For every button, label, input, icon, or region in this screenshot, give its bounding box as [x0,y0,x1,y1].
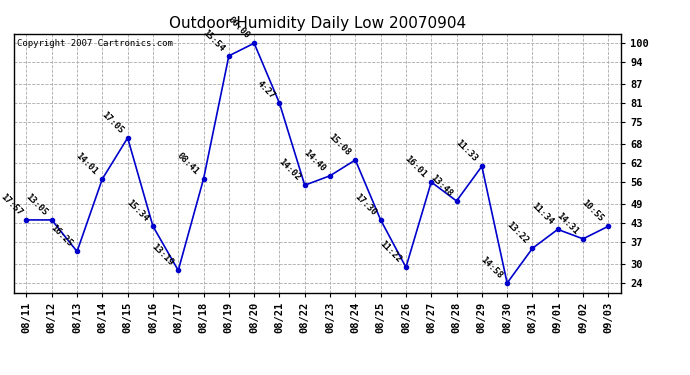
Text: 10:55: 10:55 [580,198,606,223]
Text: 11:33: 11:33 [454,138,479,164]
Text: 14:58: 14:58 [479,255,504,280]
Text: 00:00: 00:00 [226,15,251,40]
Text: 15:54: 15:54 [201,28,226,53]
Text: 17:30: 17:30 [353,192,378,217]
Text: 13:19: 13:19 [150,242,175,268]
Text: Copyright 2007 Cartronics.com: Copyright 2007 Cartronics.com [17,39,172,48]
Text: 16:01: 16:01 [403,154,428,179]
Text: 11:22: 11:22 [378,239,403,264]
Text: 15:08: 15:08 [327,132,353,157]
Text: 13:05: 13:05 [23,192,49,217]
Text: 14:02: 14:02 [277,157,302,182]
Text: 11:34: 11:34 [530,201,555,226]
Text: 13:48: 13:48 [428,173,454,198]
Text: 14:01: 14:01 [75,151,99,176]
Text: 13:22: 13:22 [504,220,530,246]
Text: 4:27: 4:27 [255,79,277,101]
Title: Outdoor Humidity Daily Low 20070904: Outdoor Humidity Daily Low 20070904 [169,16,466,31]
Text: 08:41: 08:41 [175,151,201,176]
Text: 16:25: 16:25 [49,224,75,249]
Text: 14:40: 14:40 [302,148,327,173]
Text: 14:31: 14:31 [555,211,580,236]
Text: 17:57: 17:57 [0,192,23,217]
Text: 15:34: 15:34 [125,198,150,223]
Text: 17:05: 17:05 [99,110,125,135]
